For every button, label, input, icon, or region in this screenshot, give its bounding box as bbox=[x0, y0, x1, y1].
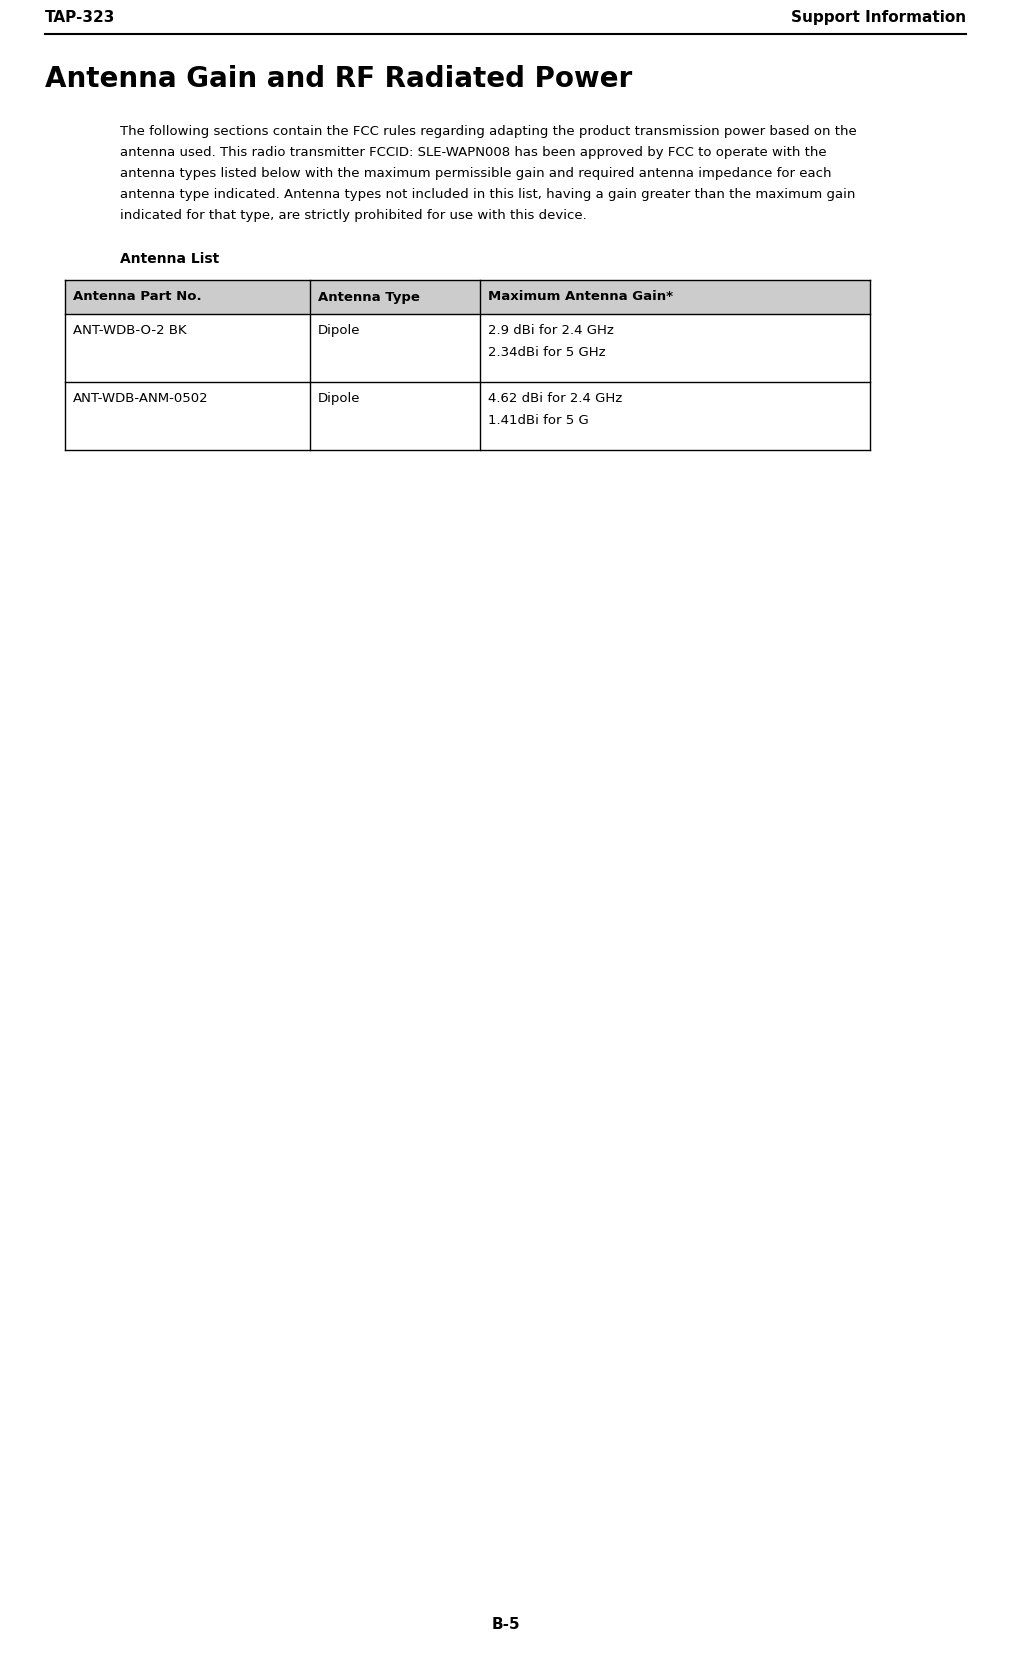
Text: Maximum Antenna Gain*: Maximum Antenna Gain* bbox=[488, 290, 673, 303]
Text: indicated for that type, are strictly prohibited for use with this device.: indicated for that type, are strictly pr… bbox=[120, 209, 586, 222]
Text: antenna used. This radio transmitter FCCID: SLE-WAPN008 has been approved by FCC: antenna used. This radio transmitter FCC… bbox=[120, 146, 827, 159]
Text: 2.34dBi for 5 GHz: 2.34dBi for 5 GHz bbox=[488, 346, 606, 360]
Text: Antenna Part No.: Antenna Part No. bbox=[73, 290, 201, 303]
Text: antenna type indicated. Antenna types not included in this list, having a gain g: antenna type indicated. Antenna types no… bbox=[120, 187, 855, 200]
Bar bbox=[65, 280, 870, 313]
Text: 2.9 dBi for 2.4 GHz: 2.9 dBi for 2.4 GHz bbox=[488, 325, 614, 336]
Text: Dipole: Dipole bbox=[318, 393, 361, 404]
Text: B-5: B-5 bbox=[491, 1617, 520, 1632]
Text: Antenna List: Antenna List bbox=[120, 252, 219, 267]
Text: The following sections contain the FCC rules regarding adapting the product tran: The following sections contain the FCC r… bbox=[120, 124, 856, 138]
Text: TAP-323: TAP-323 bbox=[45, 10, 115, 25]
Text: Antenna Type: Antenna Type bbox=[318, 290, 420, 303]
Text: Support Information: Support Information bbox=[791, 10, 966, 25]
Text: ANT-WDB-O-2 BK: ANT-WDB-O-2 BK bbox=[73, 325, 187, 336]
Text: antenna types listed below with the maximum permissible gain and required antenn: antenna types listed below with the maxi… bbox=[120, 167, 831, 181]
Text: Dipole: Dipole bbox=[318, 325, 361, 336]
Text: 1.41dBi for 5 G: 1.41dBi for 5 G bbox=[488, 414, 588, 428]
Text: Antenna Gain and RF Radiated Power: Antenna Gain and RF Radiated Power bbox=[45, 65, 632, 93]
Text: ANT-WDB-ANM-0502: ANT-WDB-ANM-0502 bbox=[73, 393, 208, 404]
Text: 4.62 dBi for 2.4 GHz: 4.62 dBi for 2.4 GHz bbox=[488, 393, 622, 404]
